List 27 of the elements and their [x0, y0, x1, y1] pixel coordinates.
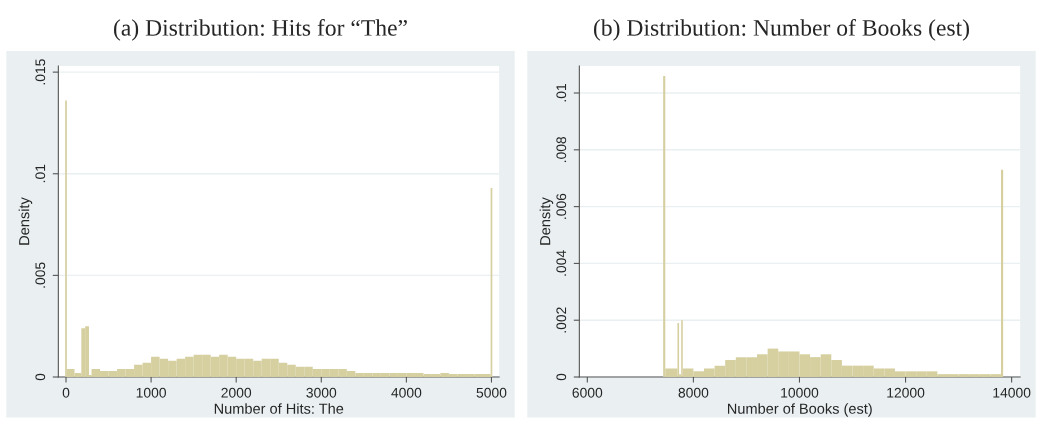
chart-title: (a) Distribution: Hits for “The” [114, 18, 407, 41]
x-tick-label: 14000 [993, 387, 1031, 398]
y-tick-label: .008 [556, 136, 567, 163]
x-tick-label: 4000 [391, 387, 422, 398]
y-tick-label: .005 [35, 262, 46, 288]
chart-title: (b) Distribution: Number of Books (est) [594, 18, 969, 41]
x-tick-label: 5000 [476, 387, 507, 398]
x-tick-label: 12000 [887, 387, 925, 398]
x-tick-label: 10000 [781, 387, 819, 398]
y-tick-label: 0 [556, 373, 567, 381]
x-tick-label: 8000 [678, 387, 709, 398]
y-axis-title: Density [18, 197, 33, 245]
y-tick-label: .01 [556, 84, 567, 102]
y-tick-label: .015 [35, 59, 46, 85]
y-tick-label: .006 [556, 193, 567, 219]
x-tick-label: 3000 [306, 387, 337, 398]
x-tick-label: 6000 [572, 387, 603, 398]
x-tick-label: 0 [62, 387, 70, 398]
x-tick-label: 2000 [221, 387, 252, 398]
y-tick-label: .002 [556, 307, 567, 333]
y-tick-label: 0 [35, 373, 46, 381]
x-axis-title: Number of Hits: The [214, 403, 344, 414]
x-tick-label: 1000 [136, 387, 167, 398]
y-axis-title: Density [539, 197, 554, 245]
y-tick-label: .004 [556, 250, 567, 276]
y-tick-label: .01 [35, 164, 46, 183]
x-axis-title: Number of Books (est) [727, 403, 872, 417]
